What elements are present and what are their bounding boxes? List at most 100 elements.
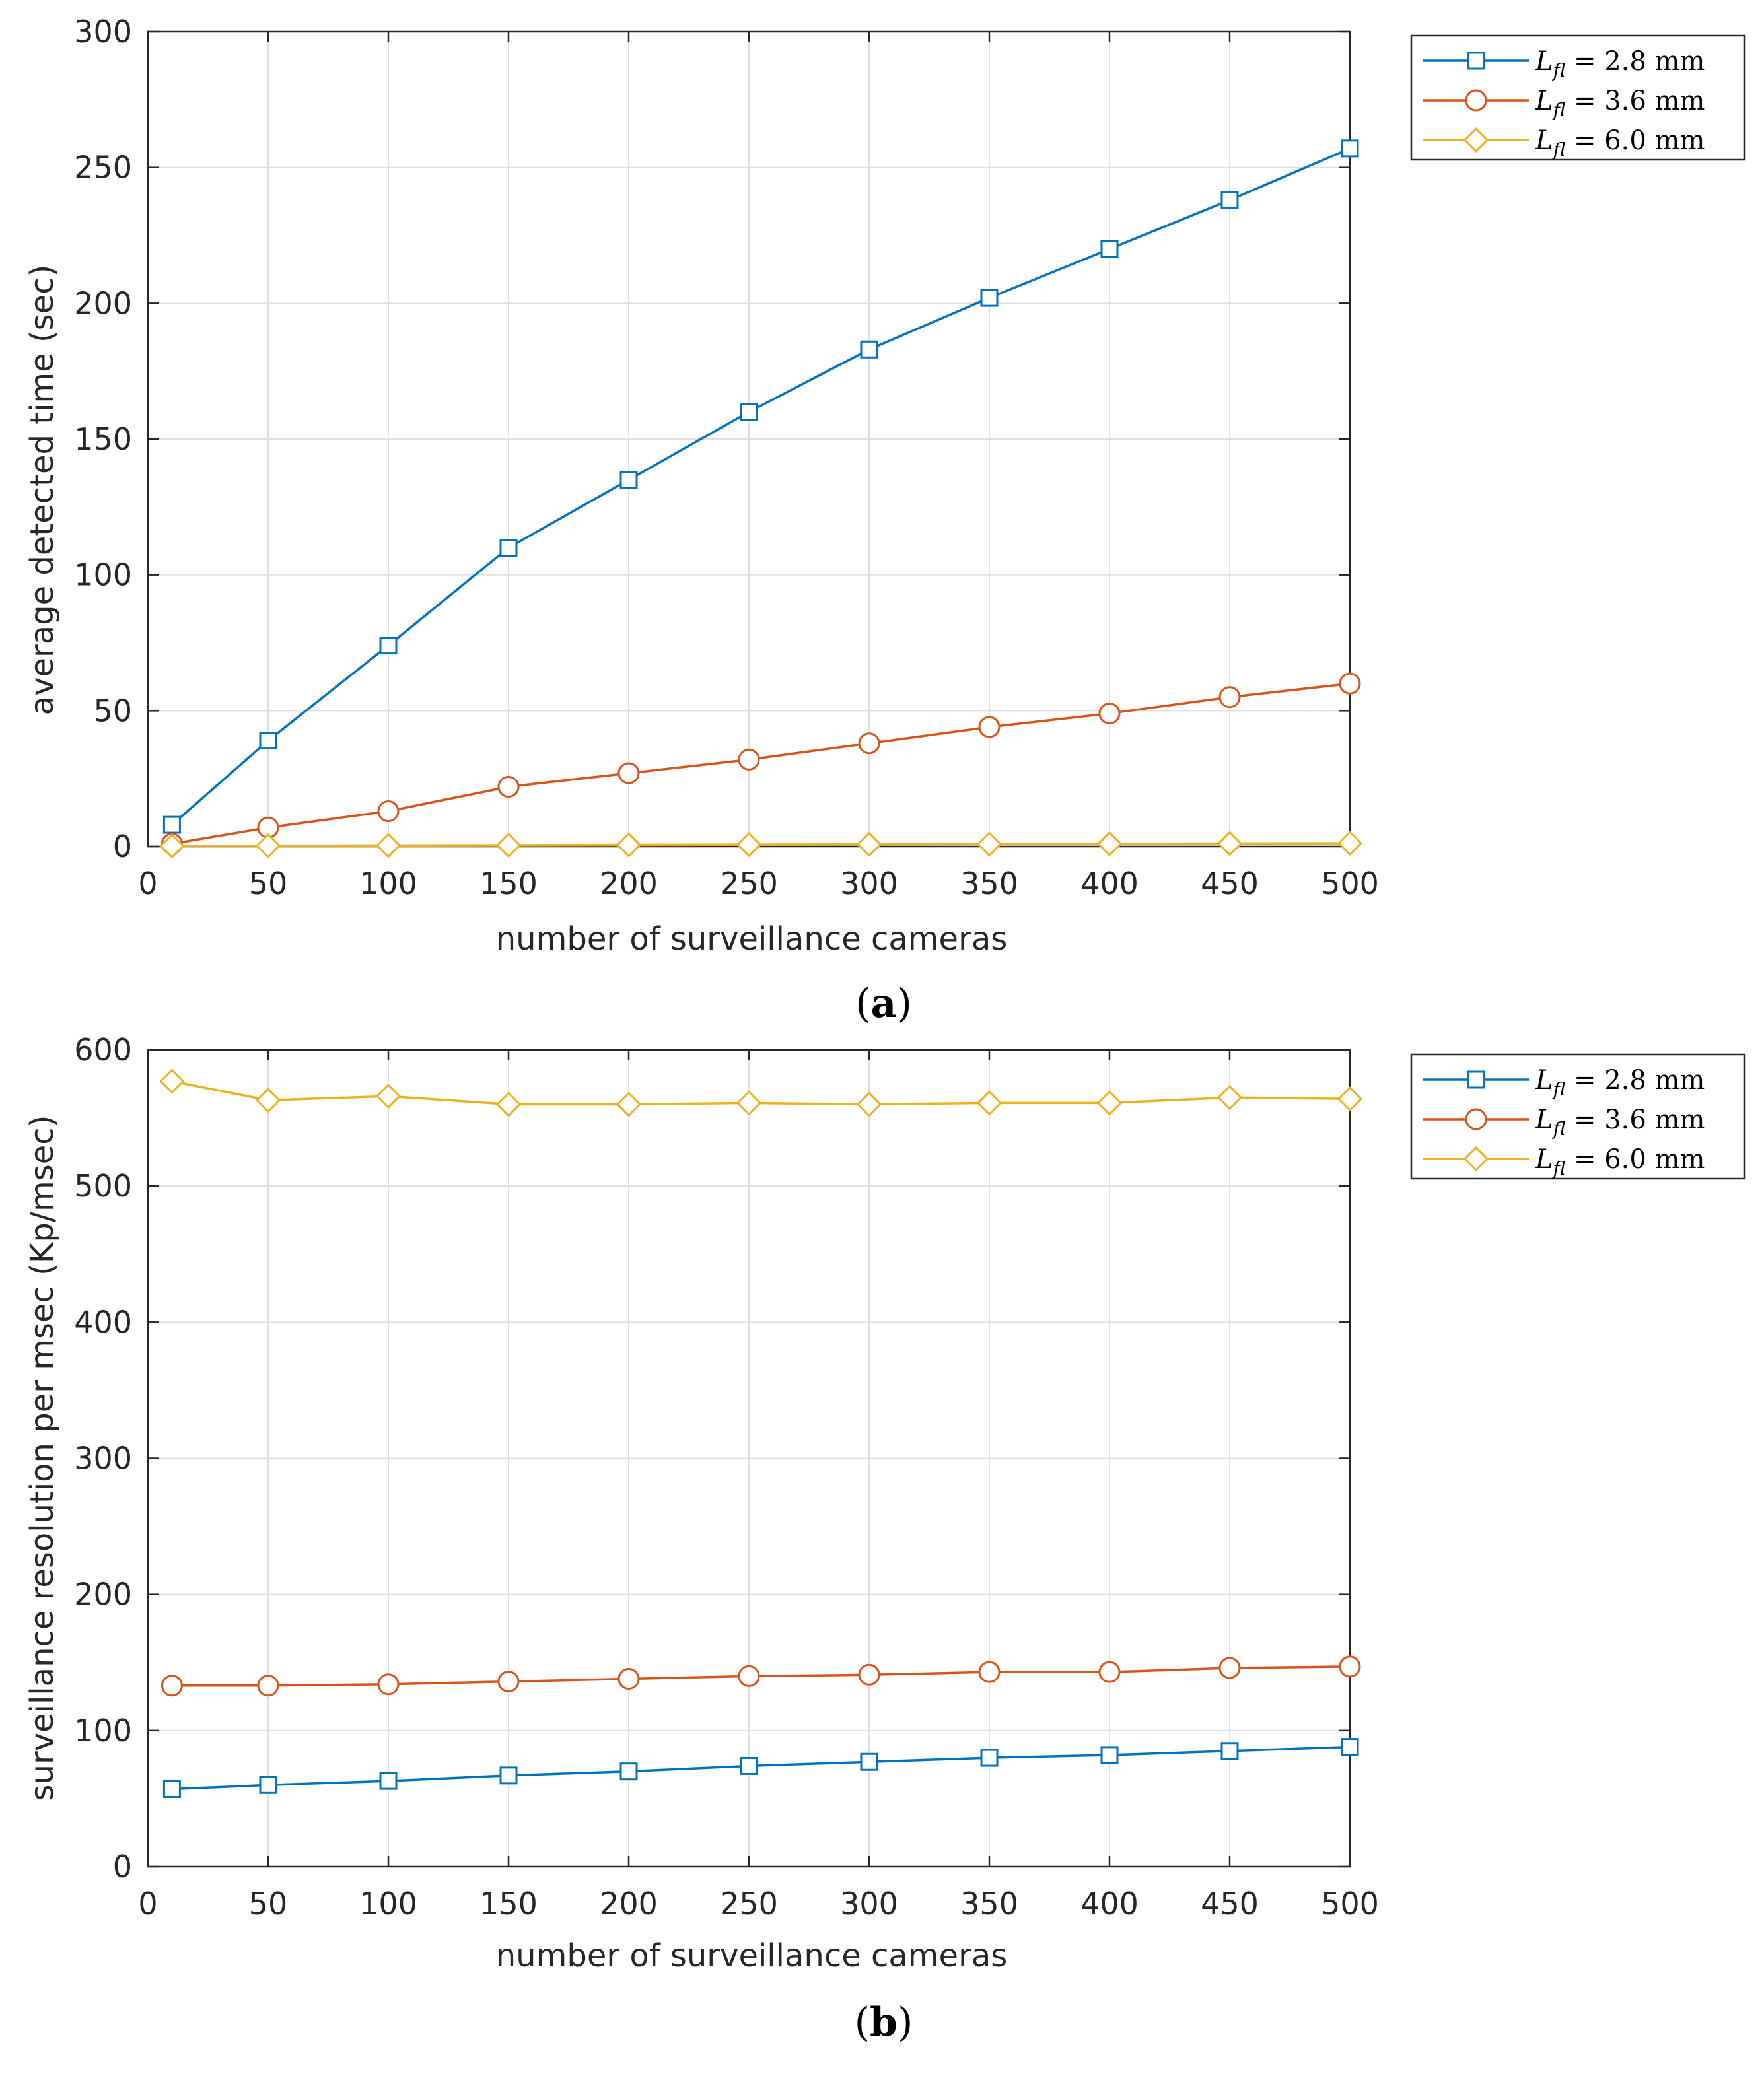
data-point-square bbox=[259, 732, 277, 750]
data-point-square bbox=[1341, 1738, 1359, 1756]
data-point-square bbox=[1100, 240, 1119, 258]
data-point-diamond bbox=[616, 1091, 642, 1117]
data-point-diamond bbox=[1337, 1086, 1363, 1112]
data-point-circle bbox=[377, 800, 400, 823]
x-tick-label: 150 bbox=[479, 866, 538, 901]
data-point-square bbox=[619, 471, 638, 489]
data-point-circle bbox=[858, 1663, 880, 1686]
data-point-square bbox=[740, 1756, 758, 1775]
data-point-circle bbox=[257, 1675, 279, 1697]
data-point-circle bbox=[1098, 702, 1121, 724]
x-tick-label: 400 bbox=[1080, 1886, 1139, 1922]
data-point-diamond bbox=[1217, 1085, 1243, 1111]
data-point-square bbox=[1100, 1746, 1119, 1764]
x-tick-label: 50 bbox=[249, 866, 288, 901]
data-point-diamond bbox=[856, 831, 882, 857]
data-point-diamond bbox=[856, 1091, 882, 1117]
data-point-circle bbox=[377, 1673, 400, 1696]
y-tick-label: 250 bbox=[74, 150, 132, 186]
y-tick-label: 100 bbox=[74, 557, 132, 593]
x-tick-label: 100 bbox=[359, 1886, 417, 1922]
panel-a-grid bbox=[147, 31, 1351, 847]
legend-entry-label: Lfl = 6.0 mm bbox=[1535, 125, 1705, 160]
x-tick-label: 250 bbox=[720, 1886, 778, 1922]
data-point-circle bbox=[1339, 1655, 1361, 1678]
data-point-square bbox=[379, 1772, 398, 1790]
x-tick-label: 250 bbox=[720, 866, 778, 901]
data-point-diamond bbox=[495, 1091, 522, 1117]
y-tick-label: 400 bbox=[74, 1304, 132, 1340]
data-point-square bbox=[740, 403, 758, 421]
data-point-diamond bbox=[976, 831, 1003, 857]
data-point-circle bbox=[1218, 686, 1241, 709]
legend-marker-diamond bbox=[1463, 1146, 1489, 1172]
data-point-diamond bbox=[375, 1083, 402, 1109]
data-point-square bbox=[980, 289, 999, 307]
panel-b-x-axis-label: number of surveillance cameras bbox=[496, 1937, 1008, 1974]
legend-entry-label: Lfl = 6.0 mm bbox=[1535, 1144, 1705, 1179]
data-point-diamond bbox=[736, 1090, 762, 1116]
x-tick-label: 350 bbox=[960, 866, 1018, 901]
legend-marker-circle bbox=[1465, 1108, 1487, 1130]
panel-a-x-ticks: 0 50 100 150 200 250 300 350 400 450 500 bbox=[138, 32, 1379, 901]
data-point-diamond bbox=[159, 1068, 185, 1094]
panel-b-caption: (b) bbox=[855, 1999, 913, 2046]
data-point-diamond bbox=[1337, 830, 1363, 856]
panel-a-y-axis-label: average detected time (sec) bbox=[24, 265, 61, 716]
y-tick-label: 0 bbox=[113, 829, 132, 864]
legend-marker-circle bbox=[1465, 89, 1487, 112]
y-tick-label: 200 bbox=[74, 1577, 132, 1612]
legend-marker-square bbox=[1467, 1070, 1485, 1089]
series-line-2.8 bbox=[171, 147, 1351, 826]
x-tick-label: 0 bbox=[138, 866, 157, 901]
data-point-diamond bbox=[1217, 831, 1243, 856]
data-point-square bbox=[499, 539, 518, 557]
data-point-diamond bbox=[375, 833, 402, 858]
y-tick-label: 50 bbox=[93, 693, 132, 728]
series-line-3.6 bbox=[172, 1665, 1351, 1687]
panel-a-series bbox=[159, 139, 1363, 859]
data-point-square bbox=[162, 1780, 181, 1798]
y-tick-label: 200 bbox=[74, 285, 132, 321]
panel-a-y-ticks: 0 50 100 150 200 250 300 bbox=[74, 14, 1350, 864]
data-point-circle bbox=[1098, 1661, 1121, 1683]
x-tick-label: 350 bbox=[960, 1886, 1018, 1922]
panel-b-grid bbox=[147, 1049, 1351, 1867]
data-point-circle bbox=[160, 1675, 183, 1697]
x-tick-label: 450 bbox=[1201, 866, 1259, 901]
panel-b-chart: 0 50 100 150 200 250 300 350 400 450 500 0 100 200 30… bbox=[24, 1032, 1746, 2046]
data-point-circle bbox=[978, 1661, 1001, 1683]
data-point-square bbox=[860, 340, 878, 359]
data-point-diamond bbox=[1096, 831, 1123, 857]
legend-marker-diamond bbox=[1463, 127, 1489, 153]
series-line-6.0 bbox=[172, 1080, 1351, 1106]
x-tick-label: 300 bbox=[840, 866, 898, 901]
x-tick-label: 300 bbox=[840, 1886, 898, 1922]
legend-entry-label: Lfl = 3.6 mm bbox=[1535, 86, 1705, 121]
y-tick-label: 600 bbox=[74, 1032, 132, 1068]
data-point-diamond bbox=[255, 1088, 281, 1113]
data-point-circle bbox=[738, 748, 760, 771]
x-tick-label: 500 bbox=[1321, 1886, 1379, 1922]
x-tick-label: 100 bbox=[359, 866, 417, 901]
x-tick-label: 50 bbox=[249, 1886, 288, 1922]
data-point-square bbox=[162, 815, 181, 834]
data-point-square bbox=[1220, 191, 1239, 209]
data-point-circle bbox=[858, 732, 880, 755]
data-point-square bbox=[379, 637, 398, 655]
data-point-circle bbox=[617, 1667, 640, 1690]
x-tick-label: 150 bbox=[479, 1886, 538, 1922]
panel-a-chart: 0 50 100 150 200 250 300 350 400 450 500 0 50 100 150… bbox=[24, 14, 1746, 1027]
legend-entry-label: Lfl = 2.8 mm bbox=[1535, 1065, 1705, 1100]
legend-entry-label: Lfl = 2.8 mm bbox=[1535, 46, 1705, 81]
panel-b-x-ticks: 0 50 100 150 200 250 300 350 400 450 500 bbox=[138, 1050, 1379, 1922]
data-point-square bbox=[259, 1776, 277, 1794]
x-tick-label: 0 bbox=[138, 1886, 157, 1922]
data-point-square bbox=[860, 1752, 878, 1771]
panel-b-series bbox=[159, 1068, 1363, 1798]
data-point-diamond bbox=[1096, 1090, 1123, 1116]
data-point-circle bbox=[738, 1665, 760, 1687]
panel-a-caption: (a) bbox=[855, 981, 912, 1027]
data-point-diamond bbox=[495, 832, 522, 858]
